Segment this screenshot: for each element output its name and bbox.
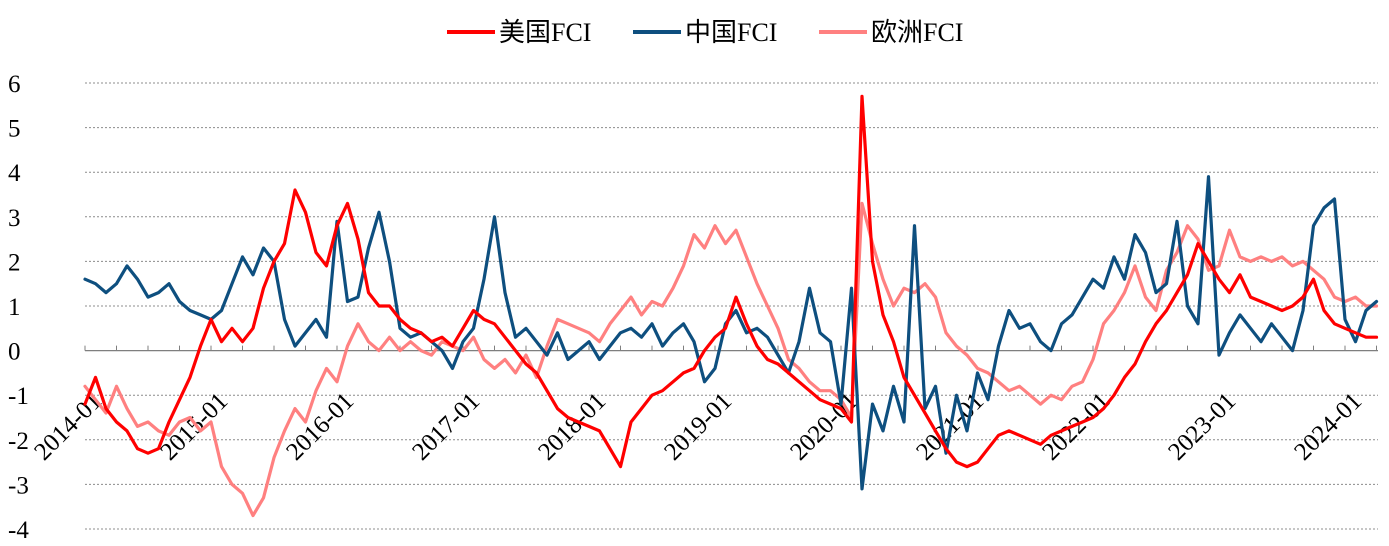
y-tick-label: -4 (8, 517, 29, 544)
x-tick-label: 2024-01 (1289, 388, 1367, 466)
legend-label: 美国FCI (499, 18, 591, 47)
y-tick-label: 4 (8, 160, 21, 187)
series-line-2 (83, 201, 1379, 518)
y-tick-label: 2 (8, 249, 21, 276)
y-tick-label: -3 (8, 472, 29, 499)
y-axis: 6 5 4 3 2 1 0 -1 -2 -3 -4 (8, 71, 29, 544)
y-tick-label: -1 (8, 383, 29, 410)
y-tick-label: 0 (8, 339, 21, 366)
chart-legend: 美国FCI 中国FCI 欧洲FCI (447, 18, 963, 47)
y-tick-label: 1 (8, 294, 21, 321)
legend-label: 欧洲FCI (871, 18, 963, 47)
legend-label: 中国FCI (685, 18, 777, 47)
series-line-0 (83, 94, 1379, 469)
x-axis: 2014-01 2015-01 2016-01 2017-01 2018-01 2019-… (29, 345, 1378, 466)
y-tick-label: 3 (8, 205, 21, 232)
y-tick-label: 5 (8, 116, 21, 143)
x-tick-label: 2018-01 (533, 388, 611, 466)
x-tick-label: 2023-01 (1163, 388, 1241, 466)
x-tick-label: 2022-01 (1037, 388, 1115, 466)
x-tick-label: 2016-01 (281, 388, 359, 466)
plot-area (83, 94, 1379, 518)
gridlines (85, 82, 1378, 530)
y-tick-label: 6 (8, 71, 21, 98)
x-tick-label: 2017-01 (407, 388, 485, 466)
y-tick-label: -2 (8, 428, 29, 455)
x-tick-label: 2019-01 (659, 388, 737, 466)
